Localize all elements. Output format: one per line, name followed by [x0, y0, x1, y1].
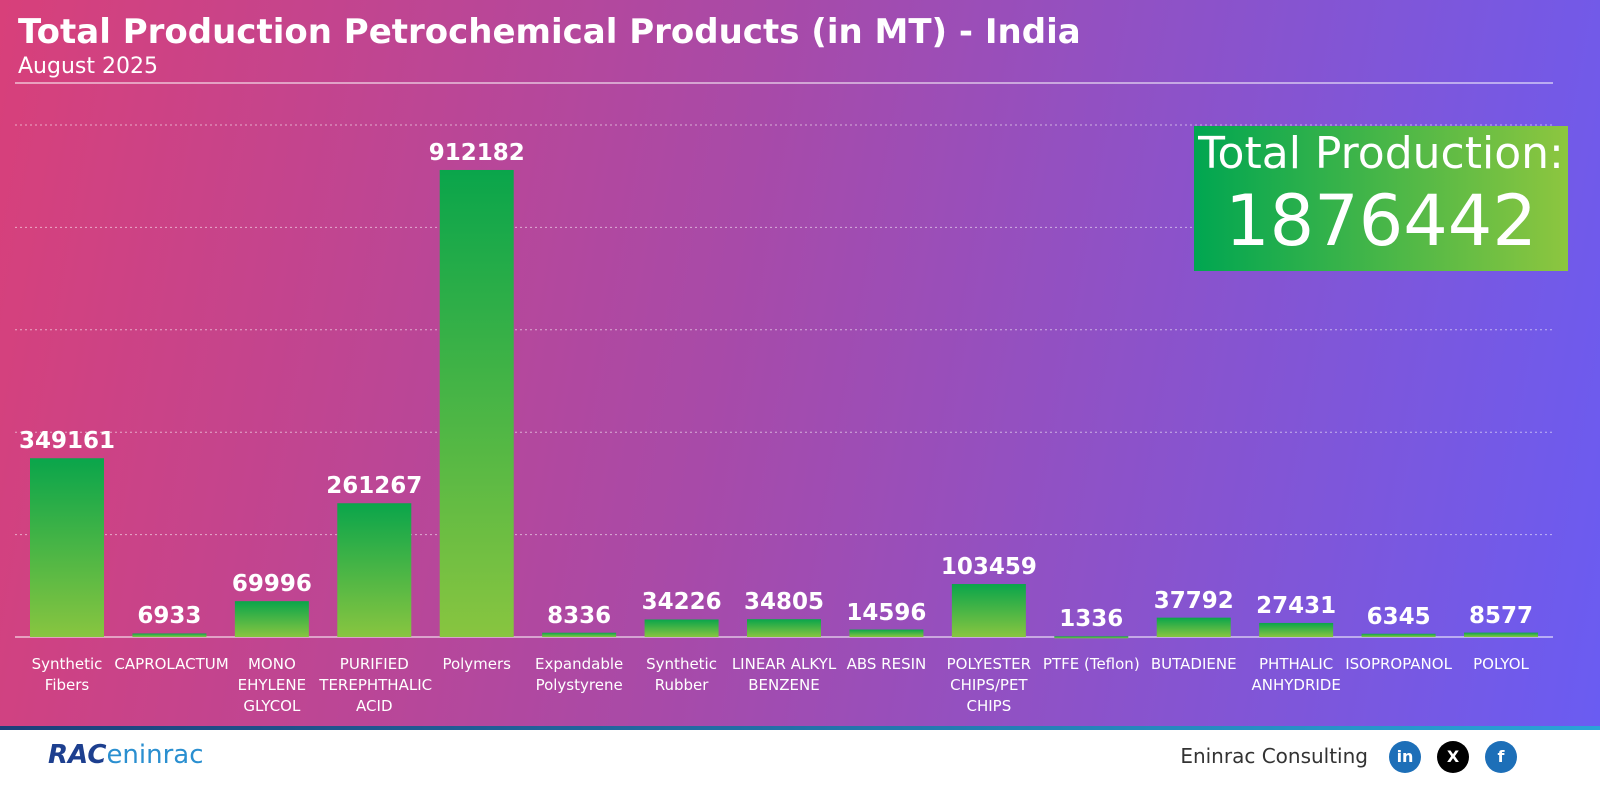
x-tick-label: Polymers — [442, 655, 511, 673]
x-tick-label: BUTADIENE — [1150, 655, 1237, 673]
logo-text: eninrac — [106, 740, 204, 770]
chart-title: Total Production Petrochemical Products … — [18, 12, 1081, 52]
total-label: Total Production: — [1198, 128, 1564, 179]
bar — [542, 632, 617, 637]
x-tick-label: Synthetic Fibers — [31, 655, 103, 694]
value-label: 349161 — [18, 428, 116, 455]
value-label: 14596 — [846, 599, 927, 626]
footer-stripe — [0, 726, 1600, 730]
x-tick-label: POLYESTER CHIPS/PET CHIPS — [946, 655, 1032, 715]
value-label: 27431 — [1256, 592, 1337, 619]
bar — [1054, 636, 1129, 639]
total-box: Total Production: 1876442 — [1194, 126, 1568, 271]
total-value: 1876442 — [1225, 180, 1537, 262]
footer: RACeninrac Eninrac Consulting in X f — [0, 730, 1600, 800]
bar — [849, 629, 924, 637]
linkedin-icon[interactable]: in — [1389, 741, 1421, 773]
chart — [30, 169, 1539, 639]
bar — [951, 584, 1026, 637]
x-tick-label: ISOPROPANOL — [1345, 655, 1452, 673]
bar — [439, 169, 514, 637]
value-label: 34805 — [743, 589, 825, 616]
x-tick-label: CAPROLACTUM — [114, 655, 229, 673]
bar — [132, 633, 207, 637]
value-label: 6933 — [137, 603, 202, 630]
x-tick-label: PHTHALIC ANHYDRIDE — [1251, 655, 1341, 694]
value-label: 1336 — [1059, 606, 1124, 633]
logo[interactable]: RACeninrac — [48, 740, 204, 770]
bar — [1259, 622, 1334, 637]
company-name: Eninrac Consulting — [1180, 744, 1368, 768]
value-label: 6345 — [1366, 603, 1431, 630]
x-tick-label: Synthetic Rubber — [646, 655, 717, 694]
value-label: 69996 — [231, 571, 312, 598]
x-tick-label: POLYOL — [1473, 655, 1529, 673]
x-tick-label: PURIFIED TEREPHTHALIC ACID — [319, 655, 433, 715]
chart-subtitle: August 2025 — [18, 54, 158, 79]
bar — [337, 503, 412, 637]
bar — [747, 619, 822, 637]
x-tick-label: LINEAR ALKYL BENZENE — [731, 655, 837, 694]
x-tick-label: Expandable Polystyrene — [535, 655, 624, 694]
value-label: 912182 — [428, 139, 525, 166]
facebook-icon[interactable]: f — [1485, 741, 1517, 773]
value-label: 103459 — [940, 554, 1037, 581]
x-tick-label: PTFE (Teflon) — [1042, 655, 1140, 673]
value-label: 261267 — [326, 473, 423, 500]
bar — [234, 601, 309, 637]
value-label: 37792 — [1153, 587, 1234, 614]
x-icon[interactable]: X — [1437, 741, 1469, 773]
bar — [30, 458, 104, 637]
x-tick-label: ABS RESIN — [846, 655, 927, 673]
value-label: 8336 — [547, 602, 612, 629]
bar — [1361, 633, 1436, 637]
bar — [1464, 632, 1539, 637]
x-tick-label: MONO EHYLENE GLYCOL — [237, 655, 307, 715]
value-label: 8577 — [1469, 602, 1534, 629]
value-label: 34226 — [641, 589, 722, 616]
bar — [1156, 617, 1231, 637]
bar — [644, 619, 719, 637]
logo-mark: RAC — [48, 740, 107, 770]
